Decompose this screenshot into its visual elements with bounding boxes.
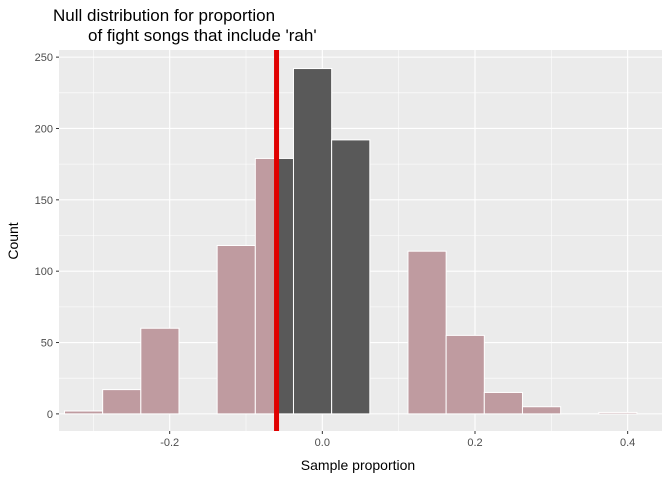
- histogram-bar-0: [63, 410, 104, 415]
- x-tick-label-1: 0.0: [315, 437, 330, 449]
- histogram-bar-9: [407, 250, 447, 415]
- shaded-bars: [276, 68, 371, 415]
- x-tick-label-3: 0.4: [620, 437, 635, 449]
- chart-title-line-1: Null distribution for proportion: [53, 6, 275, 25]
- y-tick-label-0: 0: [47, 409, 53, 421]
- histogram-bar-12: [521, 406, 562, 415]
- histogram-bar-shaded-5: [276, 157, 294, 415]
- y-tick-label-1: 50: [41, 338, 53, 350]
- histogram-bar-4: [216, 244, 256, 415]
- histogram-bar-2: [140, 327, 180, 415]
- x-axis-ticks: -0.2 0.0 0.2 0.4: [160, 431, 635, 449]
- histogram-bar-1: [102, 389, 142, 415]
- histogram-bar-shaded-7: [331, 139, 371, 415]
- y-tick-label-4: 200: [35, 123, 53, 135]
- y-tick-label-2: 100: [35, 266, 53, 278]
- x-tick-label-2: 0.2: [467, 437, 482, 449]
- histogram-bar-11: [483, 391, 523, 415]
- y-axis-title: Count: [5, 222, 21, 259]
- y-tick-label-5: 250: [35, 52, 53, 64]
- y-tick-label-3: 150: [35, 195, 53, 207]
- histogram-bar-shaded-6: [292, 68, 333, 415]
- histogram-bar-10: [445, 334, 485, 415]
- x-axis-title: Sample proportion: [301, 457, 415, 473]
- x-tick-label-0: -0.2: [160, 437, 179, 449]
- histogram-bar-14: [598, 411, 638, 415]
- chart-title-line-2: of fight songs that include 'rah': [88, 26, 317, 45]
- y-axis-ticks: 0 50 100 150 200 250: [35, 52, 59, 421]
